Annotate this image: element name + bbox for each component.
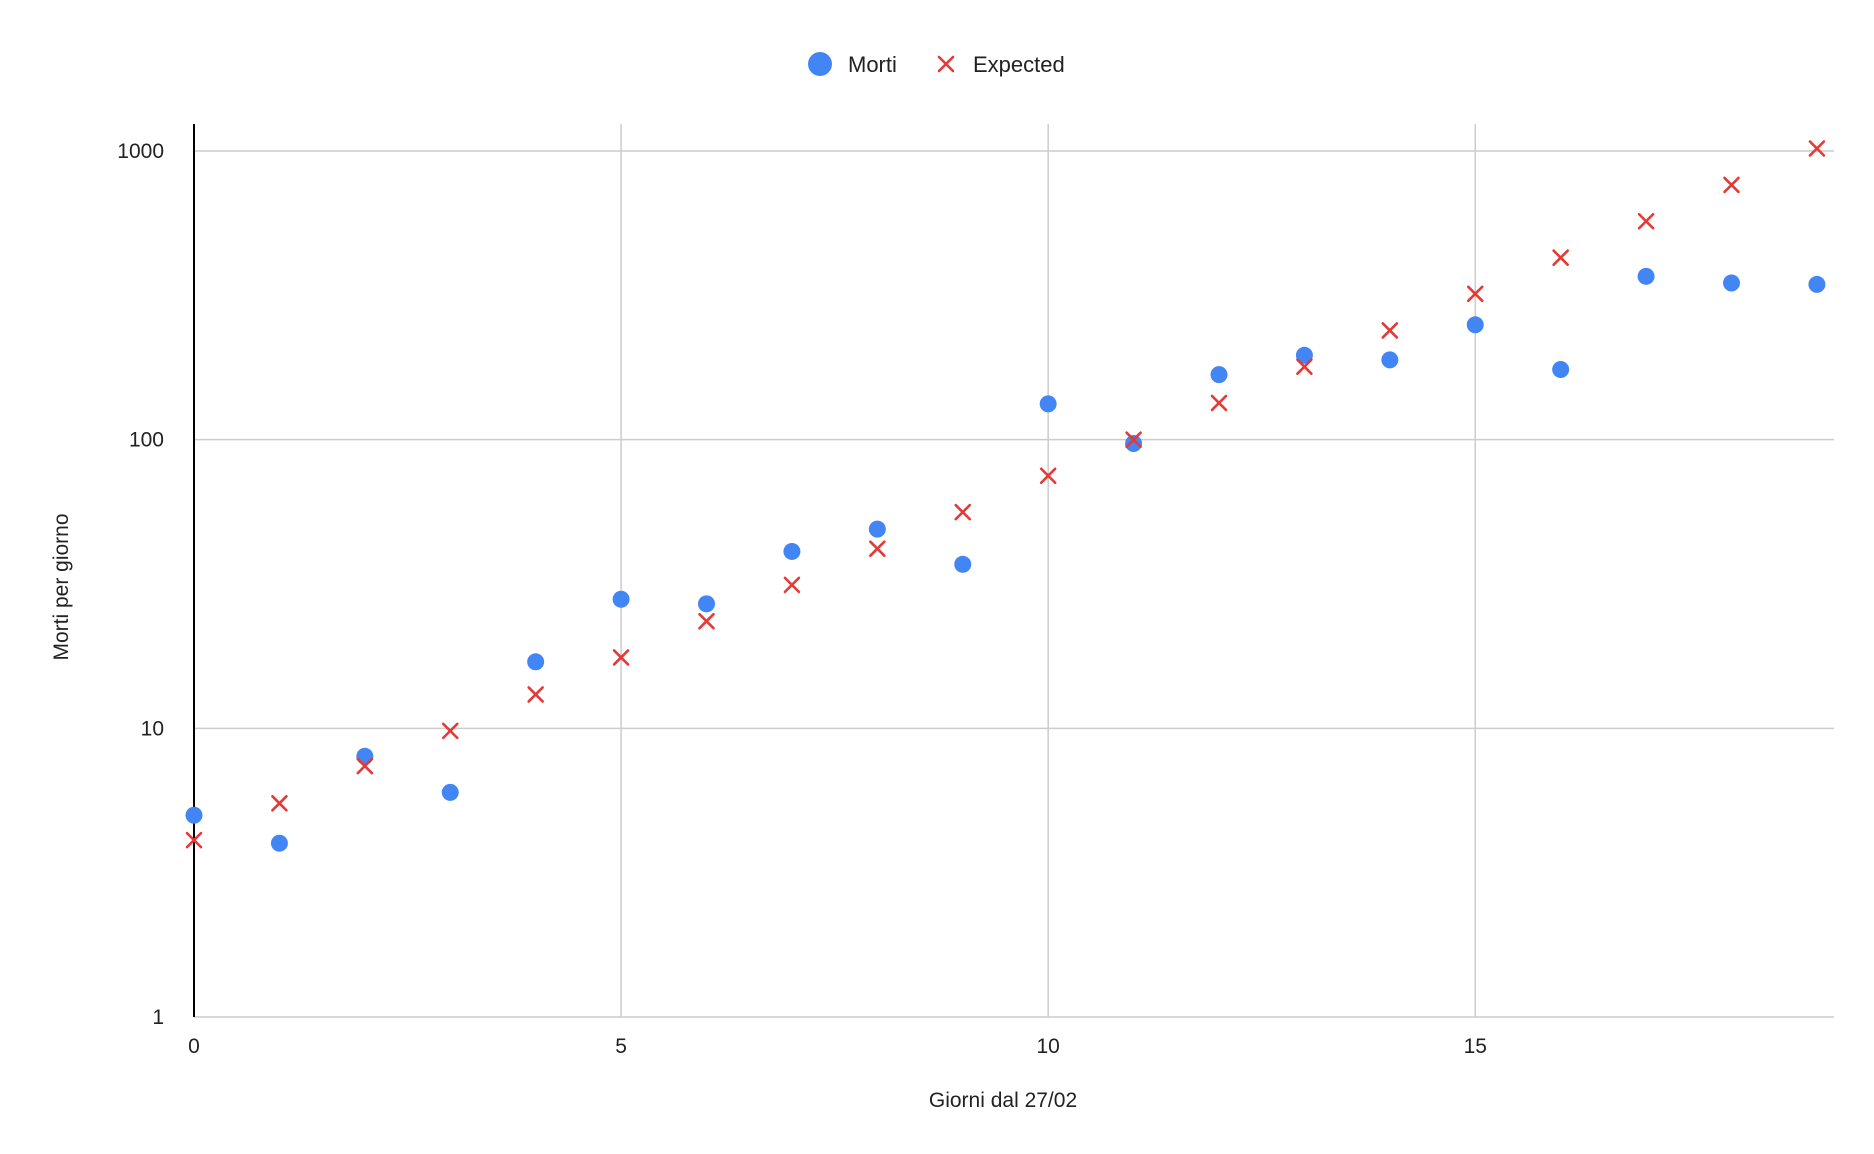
expected-point: [185, 831, 203, 849]
x-tick-label: 10: [1036, 1035, 1059, 1058]
grid-layer: [194, 124, 1834, 1018]
expected-point: [698, 612, 715, 630]
x-tick-label: 0: [188, 1035, 200, 1058]
legend-expected-x: [937, 55, 955, 73]
morti-point: [185, 806, 203, 824]
morti-point: [1039, 395, 1057, 413]
legend-morti-label: Morti: [848, 52, 897, 77]
expected-point: [1723, 176, 1740, 194]
morti-point: [612, 590, 630, 608]
morti-point: [1723, 274, 1740, 292]
expected-point: [356, 757, 374, 775]
expected-point: [441, 722, 459, 740]
expected-point: [1039, 467, 1057, 485]
x-tick-label: 15: [1464, 1035, 1487, 1058]
expected-point: [1210, 394, 1228, 412]
morti-point: [1381, 351, 1399, 369]
labels-layer: 1 10 100 1000 0 5 10 15: [117, 140, 1487, 1058]
y-tick-label: 1000: [117, 140, 164, 163]
morti-point: [1808, 275, 1826, 293]
morti-point: [1295, 346, 1313, 364]
expected-point: [1125, 431, 1142, 448]
morti-point: [1637, 267, 1655, 285]
legend: Morti Expected: [808, 52, 1065, 77]
expected-point: [1808, 140, 1826, 157]
x-tick-label: 5: [615, 1035, 627, 1058]
morti-point: [441, 783, 459, 801]
expected-point: [1466, 285, 1484, 303]
morti-point: [868, 520, 886, 538]
morti-point: [527, 653, 545, 671]
morti-point: [1210, 366, 1228, 384]
expected-point: [1637, 212, 1655, 230]
x-axis-title: Giorni dal 27/02: [929, 1089, 1077, 1112]
morti-point: [954, 555, 972, 573]
morti-point: [698, 595, 715, 613]
points-layer: [185, 140, 1826, 852]
y-tick-label: 1: [152, 1006, 164, 1029]
morti-point: [783, 542, 801, 560]
legend-expected-marker: [937, 55, 955, 73]
legend-morti-marker: [808, 52, 832, 76]
y-tick-label: 100: [129, 429, 164, 452]
expected-point: [954, 503, 972, 521]
expected-point: [271, 794, 288, 812]
expected-point: [869, 540, 886, 558]
expected-point: [527, 686, 544, 703]
morti-point: [356, 747, 374, 765]
expected-point: [1296, 358, 1313, 375]
morti-point: [1125, 434, 1143, 452]
y-tick-label: 10: [141, 717, 164, 740]
expected-point: [1381, 322, 1399, 339]
expected-point: [1552, 249, 1569, 266]
legend-expected-label: Expected: [973, 52, 1065, 77]
morti-point: [1466, 316, 1484, 334]
morti-point: [270, 834, 288, 852]
y-axis-title: Morti per giorno: [50, 513, 73, 660]
expected-point: [783, 576, 801, 594]
morti-point: [1552, 361, 1570, 379]
expected-point: [612, 649, 630, 666]
